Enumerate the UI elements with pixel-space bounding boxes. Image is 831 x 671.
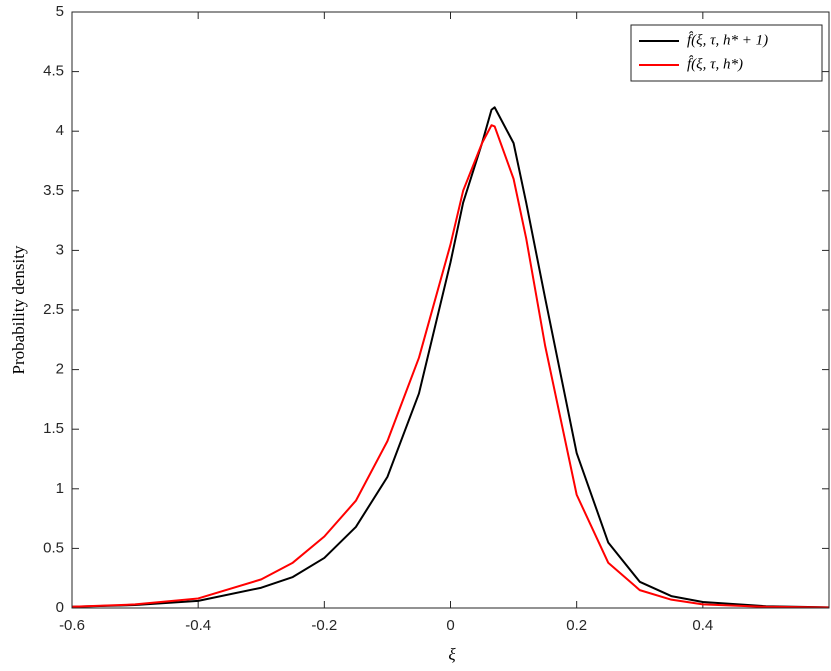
legend: f̂(ξ, τ, h* + 1) f̂(ξ, τ, h*) <box>630 24 823 82</box>
series-line <box>71 124 830 609</box>
x-tick-label: 0.2 <box>566 617 587 634</box>
plot-area <box>72 12 829 608</box>
legend-label: f̂(ξ, τ, h*) <box>687 55 743 72</box>
y-tick-label: 2.5 <box>43 301 64 318</box>
y-tick-label: 3.5 <box>43 182 64 199</box>
x-tick-label: 0 <box>446 617 454 634</box>
axes-box <box>71 11 830 609</box>
series-line <box>71 106 830 609</box>
x-axis-label: ξ <box>448 645 456 664</box>
y-tick-label: 1.5 <box>43 420 64 437</box>
y-tick-label: 0.5 <box>43 539 64 556</box>
y-tick-label: 1 <box>56 480 64 497</box>
y-tick-label: 0 <box>56 599 64 616</box>
x-tick-label: 0.4 <box>692 617 713 634</box>
y-tick-label: 4.5 <box>43 63 64 80</box>
y-tick-label: 3 <box>56 241 64 258</box>
y-tick-label: 4 <box>56 122 64 139</box>
y-axis-label: Probability density <box>9 245 28 374</box>
x-tick-label: -0.4 <box>185 617 211 634</box>
y-tick-label: 2 <box>56 361 64 378</box>
y-tick-label: 5 <box>56 3 64 20</box>
legend-box <box>630 24 823 82</box>
legend-label: f̂(ξ, τ, h* + 1) <box>687 31 768 48</box>
x-tick-label: -0.6 <box>59 617 85 634</box>
x-tick-label: -0.2 <box>311 617 337 634</box>
